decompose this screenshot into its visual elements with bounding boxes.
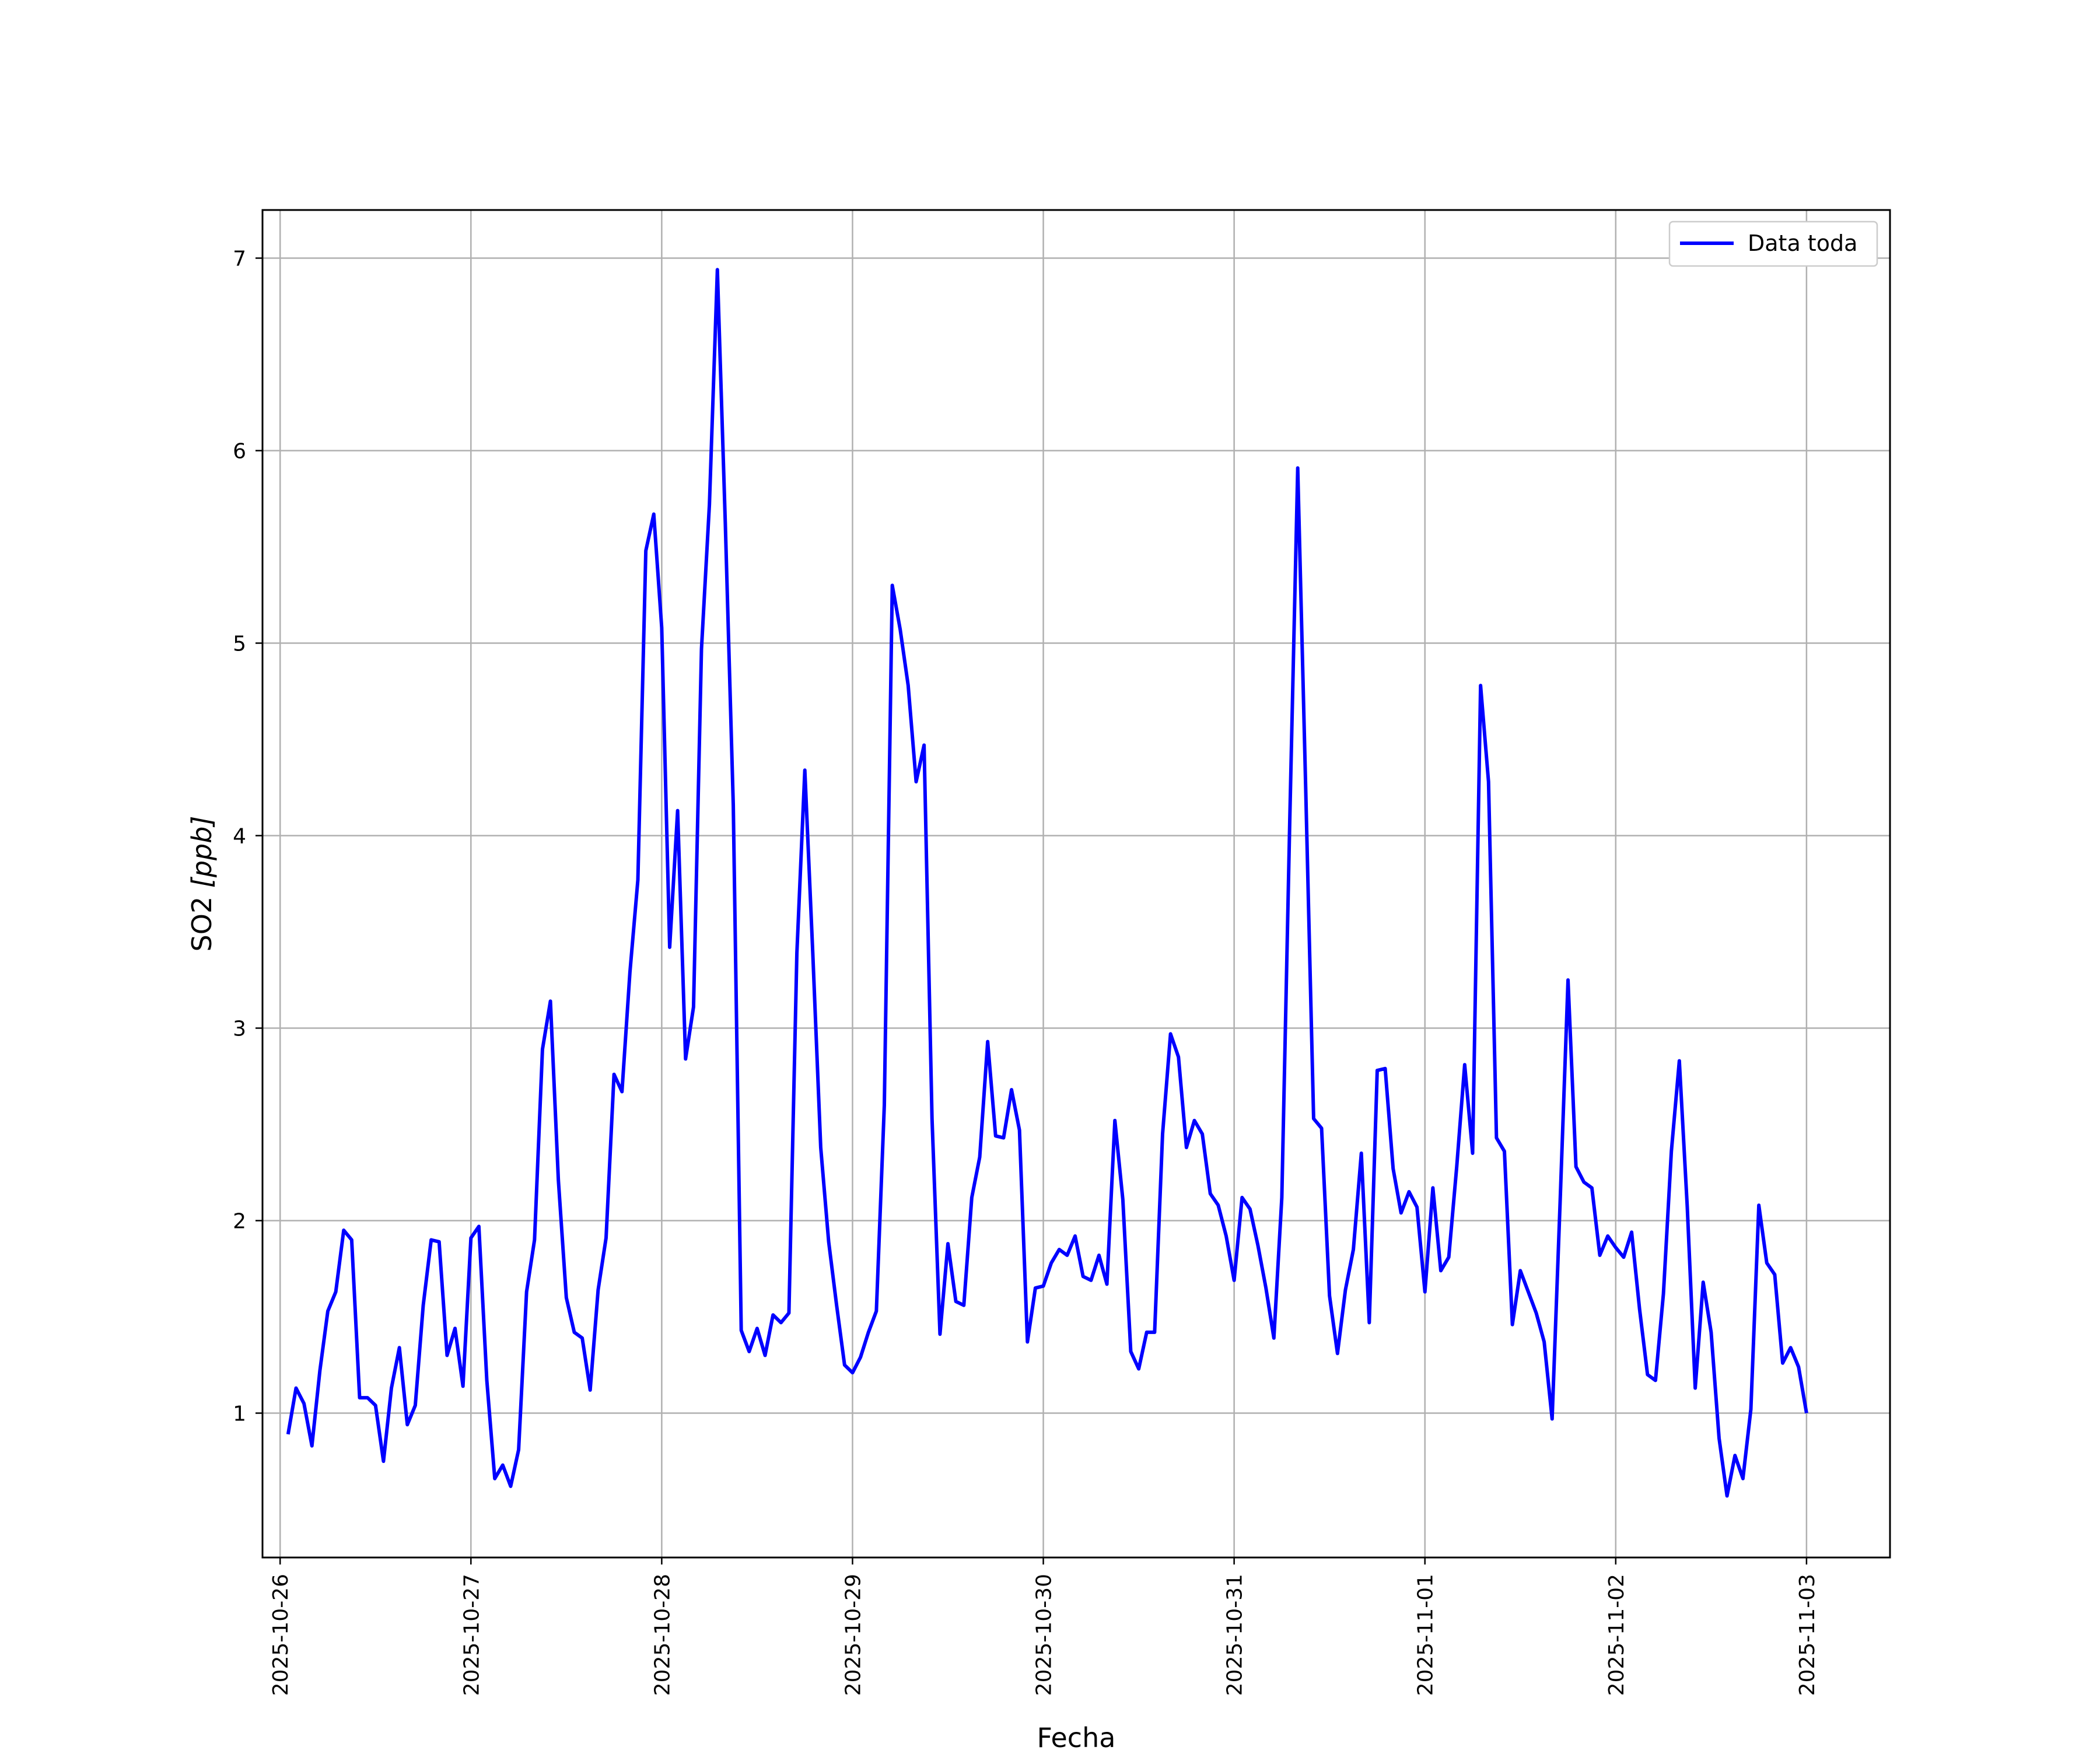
y-tick-label: 6 bbox=[233, 440, 246, 464]
plot-frame bbox=[261, 209, 1891, 1559]
y-axis-title-main: SO2 bbox=[186, 888, 218, 951]
x-tick-label: 2025-10-29 bbox=[841, 1574, 865, 1696]
x-tick-label: 2025-11-03 bbox=[1796, 1574, 1819, 1696]
y-axis-title-unit: [ppb] bbox=[186, 816, 218, 888]
y-tick-label: 5 bbox=[233, 632, 246, 656]
x-tick-label: 2025-10-31 bbox=[1223, 1574, 1247, 1696]
y-tick-label: 1 bbox=[233, 1402, 246, 1426]
x-axis: 2025-10-26 2025-10-27 2025-10-28 2025-10-29… bbox=[269, 1558, 1819, 1696]
y-axis: 1 2 3 4 5 6 7 bbox=[233, 247, 262, 1426]
x-tick-label: 2025-10-27 bbox=[460, 1574, 484, 1696]
y-tick-label: 7 bbox=[233, 247, 246, 271]
y-tick-label: 2 bbox=[233, 1210, 246, 1234]
x-tick-label: 2025-10-28 bbox=[650, 1574, 674, 1696]
y-tick-label: 3 bbox=[233, 1017, 246, 1041]
legend-label: Data toda bbox=[1748, 230, 1857, 256]
series-layer bbox=[286, 268, 1808, 1498]
legend-box bbox=[1668, 220, 1878, 267]
x-tick-label: 2025-10-26 bbox=[269, 1574, 293, 1696]
series-line-0 bbox=[286, 268, 1808, 1498]
x-axis-title: Fecha bbox=[1037, 1722, 1116, 1750]
x-tick-label: 2025-11-02 bbox=[1605, 1574, 1629, 1696]
x-tick-label: 2025-10-30 bbox=[1032, 1574, 1056, 1696]
y-tick-label: 4 bbox=[233, 825, 246, 849]
legend: Data toda bbox=[1668, 220, 1878, 267]
x-tick-label: 2025-11-01 bbox=[1414, 1574, 1438, 1696]
y-axis-title: SO2 [ppb] bbox=[186, 816, 218, 952]
